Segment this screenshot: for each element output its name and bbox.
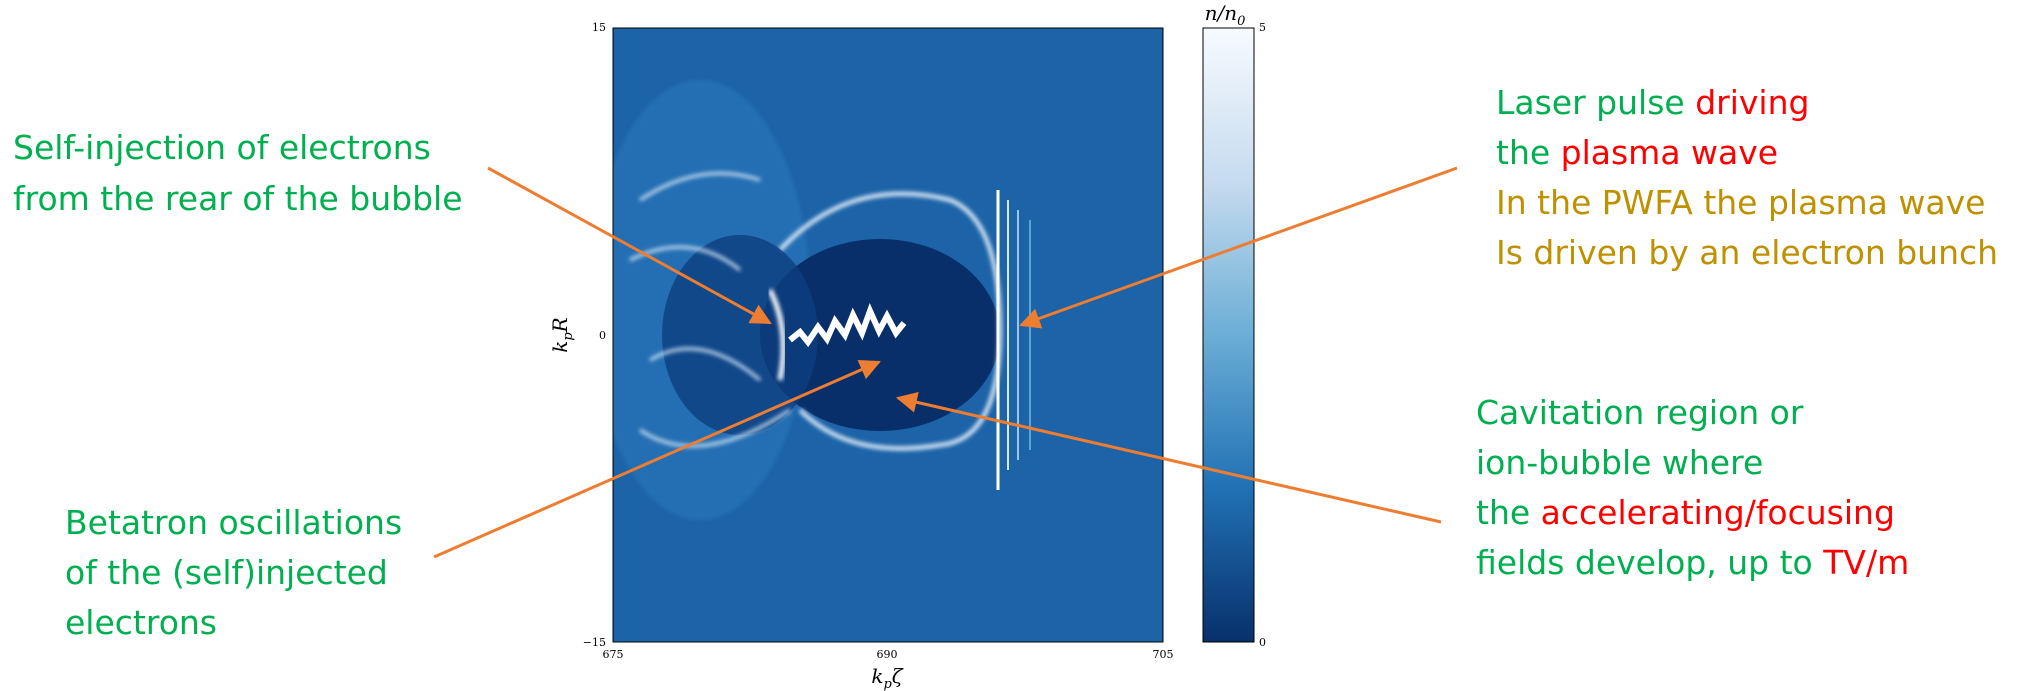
annotation-line: Laser pulse driving (1496, 83, 1809, 122)
annotation-line: the plasma wave (1496, 133, 1778, 172)
annotation-text: In the PWFA the plasma wave (1496, 183, 1985, 222)
label-part: p (561, 332, 576, 341)
annotation-line: Cavitation region or (1476, 393, 1804, 432)
label-part: ζ (892, 664, 904, 688)
x-axis-label: kpζ (871, 664, 903, 691)
label-part: n/n (1205, 1, 1238, 25)
annotation-text: the (1476, 493, 1541, 532)
annotation-line: ion-bubble where (1476, 443, 1763, 482)
colorbar-label: n/n0 (1205, 1, 1246, 29)
x-tick-label: 705 (1153, 648, 1174, 661)
label-part: p (883, 677, 892, 691)
arrow (895, 391, 1442, 524)
annotation-line: the accelerating/focusing (1476, 493, 1895, 532)
label-part: R (548, 317, 572, 333)
annotation-line: electrons (65, 603, 217, 642)
arrow (1019, 166, 1458, 329)
y-axis-label: kpR (548, 317, 576, 353)
annotation-line: from the rear of the bubble (13, 179, 463, 218)
y-tick-label: 0 (599, 329, 606, 342)
annotation-text: Is driven by an electron bunch (1496, 233, 1998, 272)
arrow (433, 359, 881, 559)
heatmap (613, 28, 1163, 642)
annotation-line: In the PWFA the plasma wave (1496, 183, 1985, 222)
annotation-text: driving (1695, 83, 1809, 122)
label-part: 0 (1237, 14, 1245, 29)
annotation-text: from the rear of the bubble (13, 179, 463, 218)
label-part: k (871, 664, 883, 688)
annotation-text: plasma wave (1561, 133, 1778, 172)
arrow (487, 166, 772, 325)
annotation-text: fields develop, up to (1476, 543, 1823, 582)
annotation-line: Self-injection of electrons (13, 128, 431, 167)
annotation-text: of the (self)injected (65, 553, 388, 592)
annotation-line: fields develop, up to TV/m (1476, 543, 1909, 582)
x-tick-label: 690 (877, 648, 898, 661)
annotation-text: Betatron oscillations (65, 503, 402, 542)
annotation-text: Laser pulse (1496, 83, 1695, 122)
plot-frame (612, 27, 1164, 643)
y-tick-label: 15 (592, 21, 606, 34)
x-tick-label: 675 (603, 648, 624, 661)
label-part: k (548, 341, 572, 353)
annotation-text: Cavitation region or (1476, 393, 1804, 432)
annotation-line: Is driven by an electron bunch (1496, 233, 1998, 272)
annotation-text: Self-injection of electrons (13, 128, 431, 167)
colorbar-tick-label: 0 (1259, 636, 1266, 649)
annotation-text: the (1496, 133, 1561, 172)
colorbar (1202, 27, 1255, 643)
annotation-line: of the (self)injected (65, 553, 388, 592)
colorbar-tick-label: 5 (1259, 21, 1266, 34)
arrows (433, 166, 1458, 559)
annotation-line: Betatron oscillations (65, 503, 402, 542)
annotation-text: TV/m (1822, 543, 1909, 582)
annotation-text: ion-bubble where (1476, 443, 1763, 482)
annotation-text: electrons (65, 603, 217, 642)
annotation-text: accelerating/focusing (1541, 493, 1895, 532)
y-tick-label: −15 (583, 636, 606, 649)
